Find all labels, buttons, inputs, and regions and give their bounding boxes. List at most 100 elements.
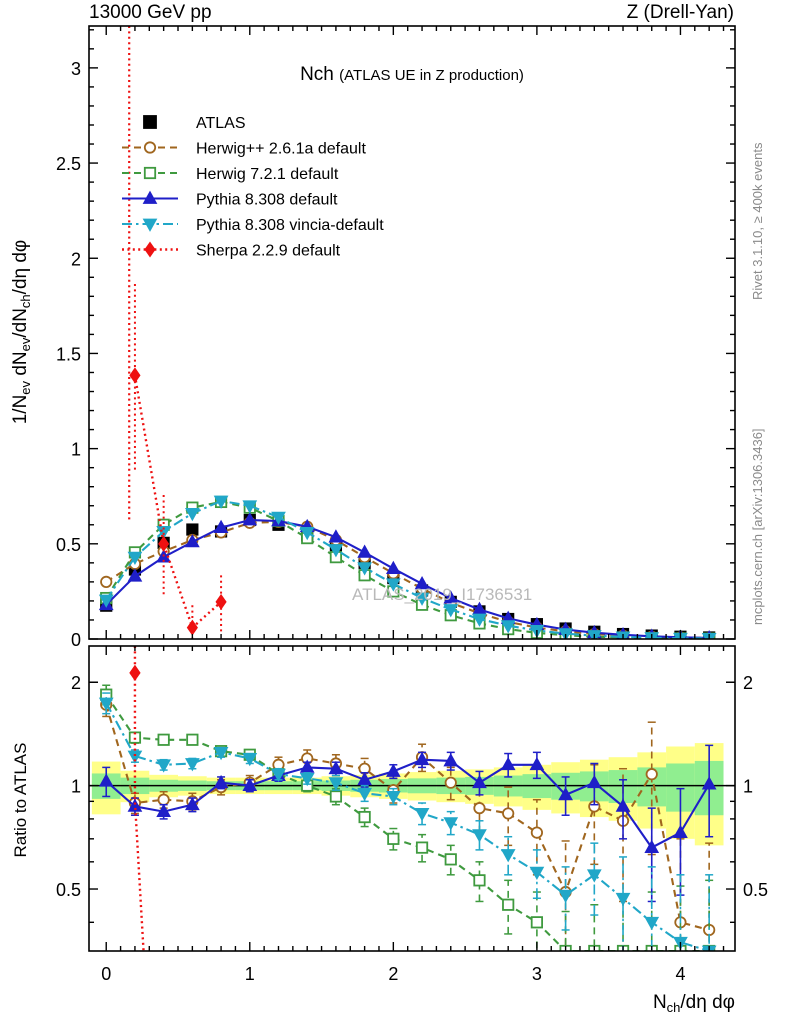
plot-title: Nch (ATLAS UE in Z production) — [300, 64, 524, 85]
y-tick-label-ratio: 0.5 — [56, 880, 81, 900]
data-marker — [129, 367, 141, 384]
data-marker — [242, 777, 258, 792]
data-marker — [213, 495, 229, 509]
legend-label: Pythia 8.308 vincia-default — [196, 217, 384, 234]
data-marker — [615, 798, 631, 812]
data-marker — [215, 593, 227, 610]
y-tick-label-ratio-right: 1 — [743, 777, 753, 797]
data-marker — [156, 803, 172, 818]
data-marker — [586, 774, 602, 789]
data-marker — [443, 753, 459, 767]
legend-item[interactable]: Herwig++ 2.6.1a default — [122, 141, 366, 158]
data-marker — [385, 560, 401, 574]
data-marker — [414, 808, 430, 822]
data-marker — [444, 853, 457, 866]
data-marker — [530, 826, 543, 839]
data-marker — [472, 774, 487, 789]
data-marker — [357, 544, 372, 558]
series-line-ratio — [105, 694, 710, 951]
data-marker — [645, 768, 658, 781]
legend: ATLAS Herwig++ 2.6.1a default Herwig 7.2.1… — [122, 115, 384, 260]
main-panel-frame — [88, 25, 736, 640]
data-marker — [329, 790, 343, 803]
data-marker — [158, 535, 170, 552]
data-marker — [213, 519, 229, 534]
svg-text:mcplots.cern.ch [arXiv:1306.34: mcplots.cern.ch [arXiv:1306.3436] — [750, 428, 765, 625]
y-axis-label-ratio: Ratio to ATLAS — [11, 743, 30, 858]
legend-item[interactable]: Herwig 7.2.1 default — [122, 166, 339, 183]
data-marker — [473, 802, 486, 815]
y-axis-label-main: 1/Nev dNev/dNch/dη dφ — [10, 240, 33, 425]
data-marker — [156, 526, 172, 540]
data-marker — [644, 916, 660, 931]
data-marker — [98, 773, 114, 787]
y-tick-label-ratio: 1 — [71, 777, 81, 797]
legend-item[interactable]: Pythia 8.308 default — [122, 190, 338, 209]
data-marker — [701, 776, 717, 790]
data-marker — [385, 763, 401, 777]
data-marker — [242, 512, 258, 526]
data-marker — [473, 874, 486, 887]
data-marker — [586, 869, 602, 883]
side-label-mcplots: mcplots.cern.ch [arXiv:1306.3436] — [750, 428, 765, 625]
x-tick-label: 4 — [675, 964, 685, 984]
y-tick-label-main: 3 — [71, 59, 81, 79]
legend-label: Sherpa 2.2.9 default — [196, 243, 341, 260]
data-marker — [143, 141, 157, 154]
data-marker — [443, 604, 459, 618]
data-marker — [328, 777, 344, 791]
series-line — [105, 518, 710, 639]
data-marker — [142, 190, 158, 204]
data-marker — [127, 750, 143, 764]
y-tick-label-main: 2.5 — [56, 154, 81, 174]
x-tick-label: 1 — [245, 964, 255, 984]
data-marker — [127, 798, 143, 812]
legend-label: Herwig 7.2.1 default — [196, 166, 339, 183]
series-line-ratio — [105, 758, 711, 849]
legend-item[interactable]: Sherpa 2.2.9 default — [122, 241, 341, 260]
series-line-ratio — [133, 646, 145, 951]
data-marker — [242, 753, 258, 767]
y-tick-label-main: 0 — [71, 630, 81, 650]
data-marker — [615, 892, 631, 907]
data-marker — [444, 776, 457, 789]
data-marker — [299, 526, 315, 541]
data-marker — [186, 733, 199, 746]
x-tick-label: 3 — [532, 964, 542, 984]
data-marker — [213, 774, 229, 789]
main-panel-data — [98, 26, 717, 639]
series-line — [133, 375, 222, 630]
legend-item[interactable]: ATLAS — [143, 115, 246, 132]
legend-item[interactable]: Pythia 8.308 vincia-default — [122, 217, 384, 234]
legend-label: Pythia 8.308 default — [196, 192, 338, 209]
data-marker — [157, 733, 170, 746]
legend-label: Herwig++ 2.6.1a default — [196, 141, 366, 158]
data-marker — [500, 756, 516, 771]
data-marker — [414, 592, 430, 606]
y-tick-label-ratio-right: 0.5 — [743, 880, 768, 900]
data-marker — [529, 866, 545, 880]
data-marker — [357, 771, 372, 786]
data-marker — [529, 756, 545, 771]
y-tick-label-ratio-right: 2 — [743, 673, 753, 693]
data-marker — [500, 849, 516, 863]
series-line-ratio — [105, 704, 710, 932]
data-marker — [357, 562, 372, 576]
data-marker — [502, 898, 515, 911]
data-marker — [143, 166, 157, 180]
data-marker — [299, 772, 315, 787]
data-marker — [186, 619, 198, 636]
data-marker — [185, 796, 200, 811]
data-marker — [127, 568, 143, 582]
svg-text:Nch (ATLAS UE in Z production): Nch (ATLAS UE in Z production) — [300, 64, 524, 85]
ratio-panel-frame — [88, 645, 736, 952]
data-marker — [358, 810, 371, 824]
data-marker — [213, 746, 229, 761]
data-marker — [644, 839, 660, 854]
data-marker — [242, 500, 258, 514]
data-marker — [443, 817, 459, 831]
side-label-rivet: Rivet 3.1.10, ≥ 400k events — [750, 142, 765, 300]
x-tick-label: 2 — [388, 964, 398, 984]
x-axis-label: Nch/dη dφ — [653, 992, 735, 1015]
